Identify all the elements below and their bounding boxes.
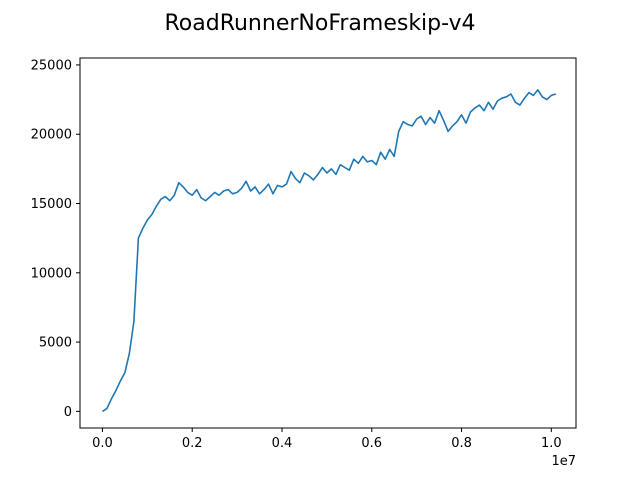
y-tick-label: 0 xyxy=(64,405,72,420)
y-tick-label: 15000 xyxy=(31,197,72,212)
x-tick-label: 0.8 xyxy=(451,436,472,451)
x-tick-label: 0.0 xyxy=(92,436,113,451)
y-axis: 0 5000 10000 15000 20000 25000 xyxy=(31,58,80,420)
x-tick-label: 0.2 xyxy=(182,436,203,451)
y-tick-label: 25000 xyxy=(31,58,72,73)
chart-title: RoadRunnerNoFrameskip-v4 xyxy=(164,11,475,36)
series-line-0 xyxy=(101,89,557,413)
plot-series xyxy=(101,89,557,413)
y-tick-label: 5000 xyxy=(39,336,72,351)
y-tick-label: 20000 xyxy=(31,128,72,143)
plot-frame xyxy=(79,57,577,429)
x-tick-label: 0.6 xyxy=(361,436,382,451)
x-tick-label: 0.4 xyxy=(272,436,293,451)
x-axis: 0.0 0.2 0.4 0.6 0.8 1.0 xyxy=(92,428,562,451)
x-tick-label: 1.0 xyxy=(541,436,562,451)
y-tick-label: 10000 xyxy=(31,266,72,281)
x-axis-offset-text: 1e7 xyxy=(551,454,576,469)
